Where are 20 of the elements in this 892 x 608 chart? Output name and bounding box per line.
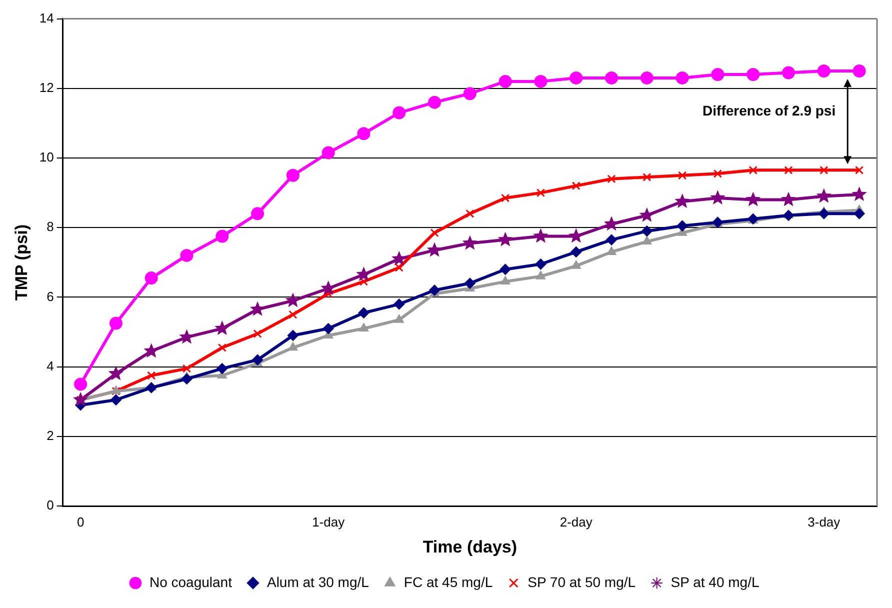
y-tick-label: 4 xyxy=(46,358,54,374)
x-tick-label: 0 xyxy=(76,514,84,530)
x-tick-label: 2-day xyxy=(560,514,593,530)
x-axis-title: Time (days) xyxy=(422,537,518,556)
x-tick-label: 3-day xyxy=(808,514,841,530)
legend-label: Alum at 30 mg/L xyxy=(266,574,370,590)
legend-label: FC at 45 mg/L xyxy=(404,574,493,590)
legend-label: SP 70 at 50 mg/L xyxy=(528,574,636,590)
y-tick-label: 0 xyxy=(46,498,54,513)
y-tick-label: 8 xyxy=(46,219,54,234)
legend-label: No coagulant xyxy=(149,574,232,590)
x-tick-label: 1-day xyxy=(312,514,346,530)
y-tick-label: 2 xyxy=(46,428,54,443)
legend-label: SP at 40 mg/L xyxy=(670,574,760,590)
y-axis-title: TMP (psi) xyxy=(12,224,31,300)
y-tick-label: 6 xyxy=(46,288,54,304)
y-tick-label: 12 xyxy=(39,80,54,95)
annotation: Difference of 2.9 psi xyxy=(702,102,836,118)
y-tick-label: 10 xyxy=(39,150,54,165)
y-tick-label: 14 xyxy=(39,10,54,26)
